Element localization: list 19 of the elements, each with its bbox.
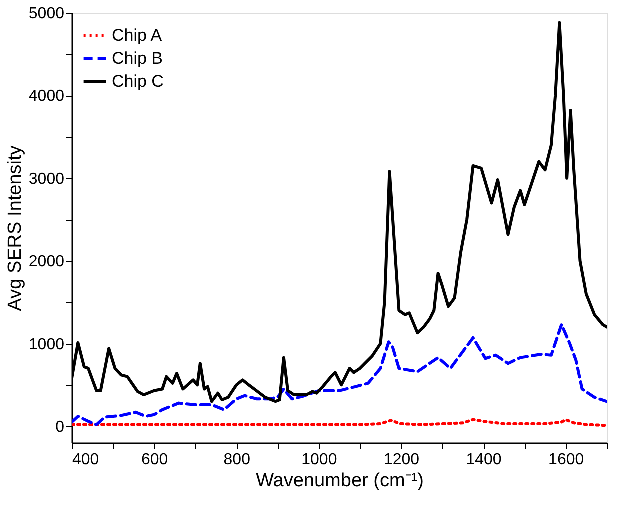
x-tick-label: 1200 <box>384 452 420 468</box>
x-axis-title: Wavenumber (cm⁻¹) <box>256 470 424 492</box>
x-tick-label: 400 <box>72 452 100 468</box>
line-series <box>72 323 607 426</box>
x-tick-label: 800 <box>224 452 251 468</box>
legend-label: Chip C <box>112 72 164 91</box>
legend-label: Chip B <box>112 49 164 68</box>
x-tick-label: 1000 <box>302 452 338 468</box>
y-tick-label: 0 <box>56 418 65 436</box>
x-tick-label: 1400 <box>466 452 502 468</box>
x-tick-label: 600 <box>141 452 168 468</box>
y-tick-label: 3000 <box>28 170 65 188</box>
legend-label: Chip A <box>112 26 163 45</box>
y-tick-label: 2000 <box>28 254 65 271</box>
y-tick-label: 5000 <box>28 6 65 22</box>
y-tick-label: 4000 <box>28 88 65 106</box>
y-tick-label: 1000 <box>28 336 65 354</box>
x-tick-label: 1600 <box>548 452 584 468</box>
y-axis-title: Avg SERS Intensity <box>4 145 26 312</box>
